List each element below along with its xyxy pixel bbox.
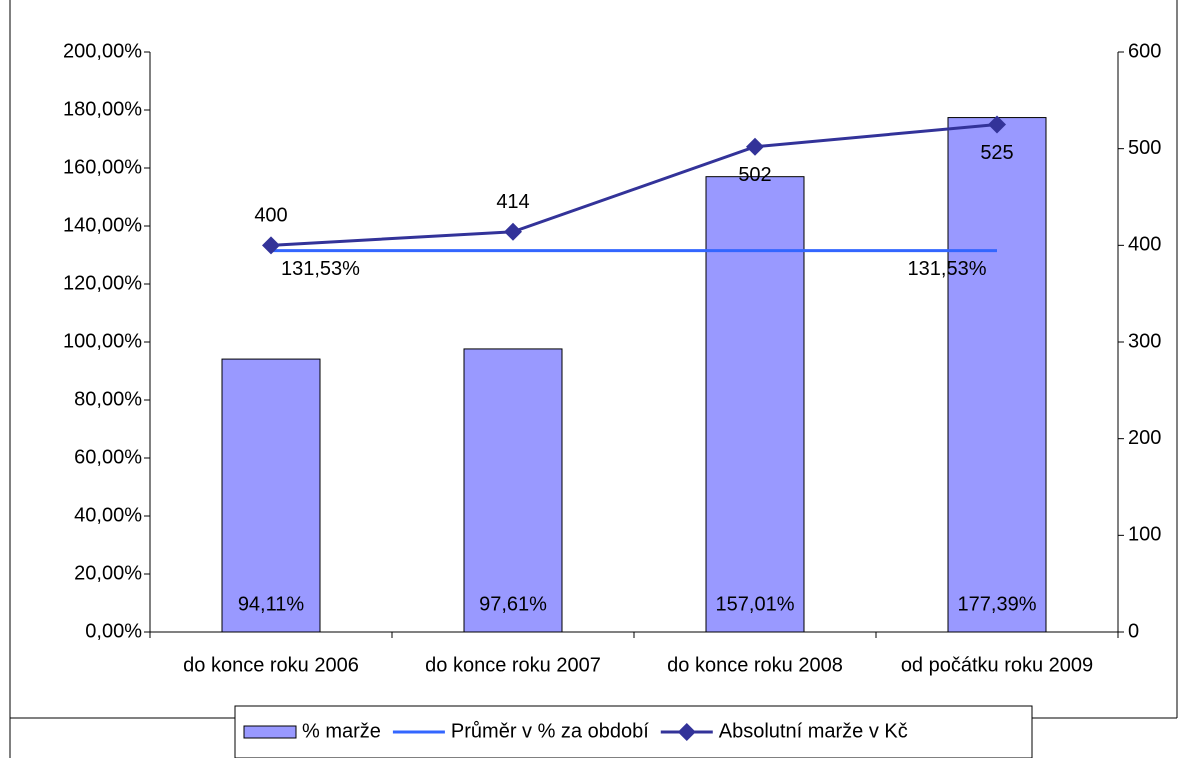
line-series	[270, 123, 998, 247]
legend	[234, 705, 1033, 758]
y-tick-label: 200,00%	[63, 40, 142, 62]
bar	[463, 348, 563, 633]
bar	[705, 176, 805, 633]
bar	[947, 117, 1047, 633]
marker	[746, 137, 764, 156]
line-value-label: 400	[254, 205, 287, 227]
x-tick-label: do konce roku 2008	[667, 654, 843, 676]
x-tick-label: od počátku roku 2009	[901, 654, 1093, 676]
y2-tick-label: 300	[1128, 330, 1161, 352]
legend-label: Průměr v % za období	[451, 720, 649, 742]
y2-tick-label: 100	[1128, 524, 1161, 546]
line-value-label: 131,53%	[908, 258, 987, 280]
line-value-label: 131,53%	[281, 258, 360, 280]
y-tick-label: 100,00%	[63, 330, 142, 352]
legend-marker	[677, 723, 696, 741]
y-tick-label: 60,00%	[74, 446, 142, 468]
y-tick-label: 20,00%	[74, 562, 142, 584]
bar-value-label: 177,39%	[958, 593, 1037, 615]
marker	[988, 115, 1006, 134]
legend-swatch	[243, 725, 297, 739]
line-value-label: 414	[496, 191, 529, 213]
legend-label: % marže	[302, 720, 381, 742]
bar-value-label: 97,61%	[479, 593, 547, 615]
bar-value-label: 157,01%	[716, 593, 795, 615]
bar	[221, 358, 321, 633]
x-tick-label: do konce roku 2006	[183, 654, 359, 676]
y-tick-label: 0,00%	[85, 620, 142, 642]
y-tick-label: 180,00%	[63, 98, 142, 120]
line-value-label: 525	[980, 142, 1013, 164]
y2-tick-label: 200	[1128, 427, 1161, 449]
y2-tick-label: 0	[1128, 620, 1139, 642]
marker	[504, 222, 522, 241]
y2-tick-label: 600	[1128, 40, 1161, 62]
y-tick-label: 40,00%	[74, 504, 142, 526]
y-tick-label: 160,00%	[63, 156, 142, 178]
y-tick-label: 120,00%	[63, 272, 142, 294]
line-value-label: 502	[738, 164, 771, 186]
bar-value-label: 94,11%	[238, 593, 305, 615]
y2-tick-label: 500	[1128, 137, 1161, 159]
marker	[262, 236, 280, 255]
y2-tick-label: 400	[1128, 234, 1161, 256]
x-tick-label: do konce roku 2007	[425, 654, 601, 676]
legend-label: Absolutní marže v Kč	[719, 720, 908, 742]
y-tick-label: 80,00%	[74, 388, 142, 410]
y-tick-label: 140,00%	[63, 214, 142, 236]
